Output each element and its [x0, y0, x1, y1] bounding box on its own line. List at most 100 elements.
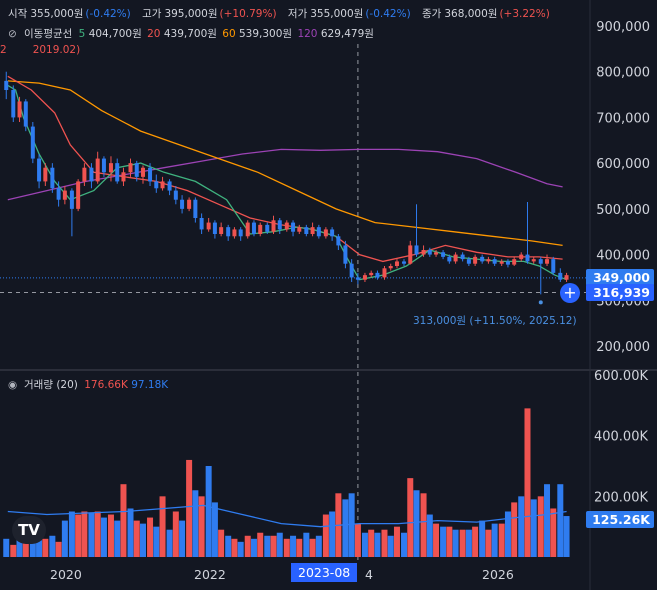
volume-bar: [485, 529, 492, 557]
volume-bar: [407, 478, 414, 557]
candle-body: [37, 158, 42, 182]
volume-bar: [100, 517, 107, 557]
volume-bar: [440, 526, 447, 557]
candle-body: [43, 167, 48, 182]
candle-body: [427, 250, 432, 255]
volume-bar: [16, 535, 23, 557]
candle-body: [154, 181, 159, 189]
volume-bar: [296, 538, 303, 557]
candle-body: [375, 272, 380, 278]
volume-bar: [420, 493, 427, 557]
candle-body: [56, 188, 61, 200]
volume-bar: [10, 544, 17, 557]
volume-bar: [563, 516, 570, 557]
volume-bar: [518, 496, 525, 557]
candle-body: [545, 259, 550, 264]
price-axis-label: 600,000: [596, 157, 650, 172]
high-annotation-text: 2019.02): [32, 44, 81, 56]
candle-body: [17, 101, 22, 118]
candle-body: [265, 224, 270, 232]
volume-axis-label: 200.00K: [594, 490, 648, 505]
ma-legend[interactable]: ⊘ 이동평균선 5 404,700원 20 439,700원 60 539,300…: [8, 26, 376, 41]
candle-body: [310, 227, 315, 234]
volume-bar: [354, 523, 361, 557]
volume-bar: [140, 523, 147, 557]
volume-bar: [498, 523, 505, 557]
volume-price-tag: 125.26K: [586, 511, 654, 528]
open-change: (-0.42%): [85, 8, 131, 20]
candle-body: [394, 261, 399, 266]
candle-body: [160, 181, 165, 189]
candle-body: [466, 259, 471, 264]
candle-body: [212, 222, 217, 234]
volume-bar: [114, 520, 121, 557]
last-price-tag: 349,000: [586, 269, 654, 286]
volume-bar: [368, 529, 375, 557]
candle-body: [284, 222, 289, 230]
volume-bar: [127, 508, 134, 557]
candle-body: [382, 268, 387, 278]
candle-body: [558, 272, 563, 280]
high-annotation-prefix: 2: [0, 44, 7, 56]
candle-body: [232, 229, 237, 237]
low-change: (-0.42%): [365, 8, 411, 20]
candle-body: [421, 250, 426, 255]
candle-body: [219, 227, 224, 234]
volume-bar: [250, 538, 257, 557]
candle-body: [76, 181, 81, 209]
volume-bar: [172, 511, 179, 557]
candle-body: [486, 259, 491, 262]
candle-body: [167, 181, 172, 191]
volume-bar: [192, 490, 199, 557]
tradingview-logo[interactable]: TV: [12, 516, 46, 544]
low-value: 355,000원: [310, 8, 364, 20]
volume-bar: [42, 538, 49, 557]
candle-body: [349, 263, 354, 278]
candle-body: [121, 172, 126, 182]
volume-bar: [147, 517, 154, 557]
candle-body: [180, 199, 185, 209]
ma5-length: 5: [78, 28, 86, 40]
close-label: 종가: [422, 8, 442, 20]
volume-bar: [329, 511, 336, 557]
volume-bar: [491, 523, 498, 557]
candle-body: [330, 229, 335, 237]
low-annotation: 313,000원 (+11.50%, 2025.12): [413, 315, 577, 327]
candle-body: [62, 190, 67, 200]
volume-bar: [452, 529, 459, 557]
add-alert-button[interactable]: +: [560, 283, 580, 303]
candle-body: [505, 261, 510, 265]
candle-body: [434, 252, 439, 255]
volume-bar: [22, 541, 29, 557]
ohlc-legend: 시작 355,000원 (-0.42%) 고가 395,000원 (+10.79%) 저…: [8, 6, 558, 21]
volume-legend[interactable]: ◉ 거래량 (20) 176.66K 97.18K: [8, 377, 168, 392]
candle-body: [538, 259, 543, 264]
eye-icon[interactable]: ◉: [8, 379, 18, 391]
volume-bar: [550, 508, 557, 557]
volume-value-1: 176.66K: [84, 379, 128, 391]
candle-body: [30, 126, 35, 159]
volume-bar: [237, 541, 244, 557]
volume-bar: [211, 502, 218, 557]
volume-bar: [348, 493, 355, 557]
volume-bar: [270, 535, 277, 557]
candle-body: [388, 266, 393, 269]
candle-body: [408, 245, 413, 264]
close-change: (+3.22%): [499, 8, 550, 20]
candle-body: [173, 190, 178, 200]
volume-bar: [504, 511, 511, 557]
volume-bar: [283, 538, 290, 557]
eye-hidden-icon[interactable]: ⊘: [8, 28, 17, 40]
volume-bar: [55, 541, 62, 557]
candle-body: [193, 199, 198, 218]
x-label-2026: 2026: [482, 567, 514, 582]
volume-bar: [3, 538, 10, 557]
low-marker: [538, 300, 543, 305]
candle-body: [460, 254, 465, 260]
volume-bar: [75, 514, 82, 557]
open-value: 355,000원: [30, 8, 84, 20]
volume-bar: [88, 513, 95, 557]
volume-bar: [309, 538, 316, 557]
volume-bar: [303, 532, 310, 557]
